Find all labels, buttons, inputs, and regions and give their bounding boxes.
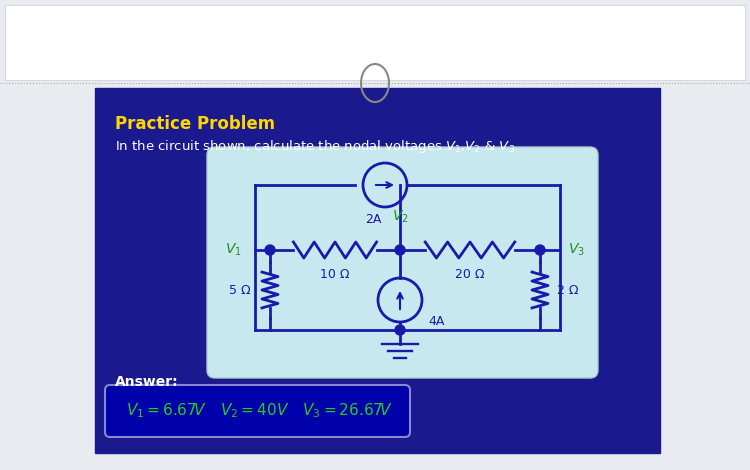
Text: $V_3$: $V_3$: [568, 242, 585, 258]
Text: 10 Ω: 10 Ω: [320, 268, 350, 281]
Text: In the circuit shown, calculate the nodal voltages $\mathit{V_1}$,$\mathit{V_2}$: In the circuit shown, calculate the noda…: [115, 138, 515, 155]
FancyBboxPatch shape: [5, 5, 745, 80]
FancyBboxPatch shape: [105, 385, 410, 437]
FancyBboxPatch shape: [207, 147, 598, 378]
Circle shape: [395, 245, 405, 255]
Circle shape: [265, 245, 275, 255]
Text: $V_2$: $V_2$: [392, 209, 408, 225]
Text: 2A: 2A: [365, 213, 381, 226]
Text: 20 Ω: 20 Ω: [455, 268, 484, 281]
Text: 4A: 4A: [428, 315, 444, 328]
Circle shape: [395, 325, 405, 335]
Text: 5 Ω: 5 Ω: [230, 283, 251, 297]
Text: Answer:: Answer:: [115, 375, 178, 389]
Text: $V_1$: $V_1$: [225, 242, 242, 258]
FancyBboxPatch shape: [95, 88, 660, 453]
Text: 2 Ω: 2 Ω: [557, 283, 579, 297]
Text: $\mathit{V_1}=6.67V$   $\mathit{V_2}=40V$   $\mathit{V_3}=26.67V$: $\mathit{V_1}=6.67V$ $\mathit{V_2}=40V$ …: [127, 402, 394, 420]
Text: Practice Problem: Practice Problem: [115, 115, 275, 133]
Circle shape: [535, 245, 545, 255]
